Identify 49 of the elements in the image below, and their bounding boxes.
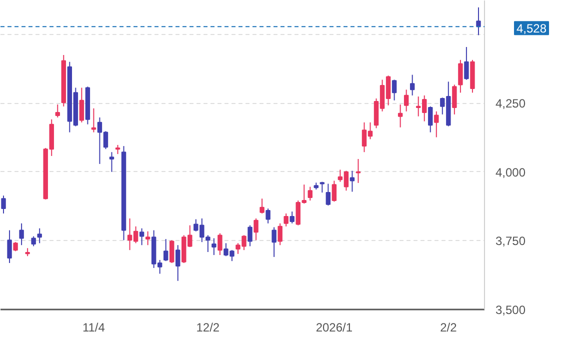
candlestick (1, 195, 6, 214)
candlestick (452, 84, 457, 115)
x-tick-label: 2026/1 (316, 320, 353, 334)
ref-line-label: 4,528 (516, 22, 547, 36)
candlestick (464, 46, 469, 80)
y-tick-label: 3,500 (496, 303, 526, 317)
candlestick (79, 87, 84, 123)
candlestick (308, 186, 313, 202)
candlestick (428, 106, 433, 133)
candlestick (332, 180, 337, 202)
candlestick (212, 238, 216, 256)
candlestick (266, 208, 270, 224)
candlestick (139, 228, 144, 246)
candlestick (91, 108, 96, 133)
candlestick (55, 104, 60, 118)
candlestick (176, 244, 180, 282)
candlestick (248, 224, 252, 247)
candlestick (290, 211, 294, 224)
candlestick (109, 152, 114, 172)
candlestick (410, 74, 415, 96)
x-tick-label: 12/2 (196, 320, 220, 334)
candlestick (163, 238, 168, 262)
x-tick-label: 2/2 (440, 320, 458, 334)
candlestick (37, 228, 42, 244)
candlestick (350, 170, 355, 192)
candlestick (145, 230, 150, 246)
candlestick (254, 218, 258, 241)
candlestick (218, 232, 222, 256)
candlestick (404, 89, 409, 112)
y-tick-label: 4,000 (496, 165, 526, 180)
candlestick (19, 222, 24, 246)
x-tick-label: 11/4 (82, 320, 106, 334)
candlestick (458, 59, 463, 94)
candlestick (278, 222, 282, 246)
y-tick-label: 3,750 (496, 234, 526, 248)
candlestick (115, 144, 120, 155)
candlestick (326, 183, 331, 206)
candlestick (260, 198, 264, 214)
y-tick-label: 4,250 (496, 96, 526, 111)
candlestick (434, 110, 439, 138)
candlestick (398, 104, 403, 128)
candlestick (31, 236, 36, 247)
candlestick (169, 240, 174, 264)
candlestick (476, 6, 481, 36)
candlestick (272, 226, 276, 258)
candlestick (7, 230, 12, 264)
candlestick (392, 79, 397, 101)
candlestick (284, 212, 288, 227)
candlestick (13, 242, 18, 252)
